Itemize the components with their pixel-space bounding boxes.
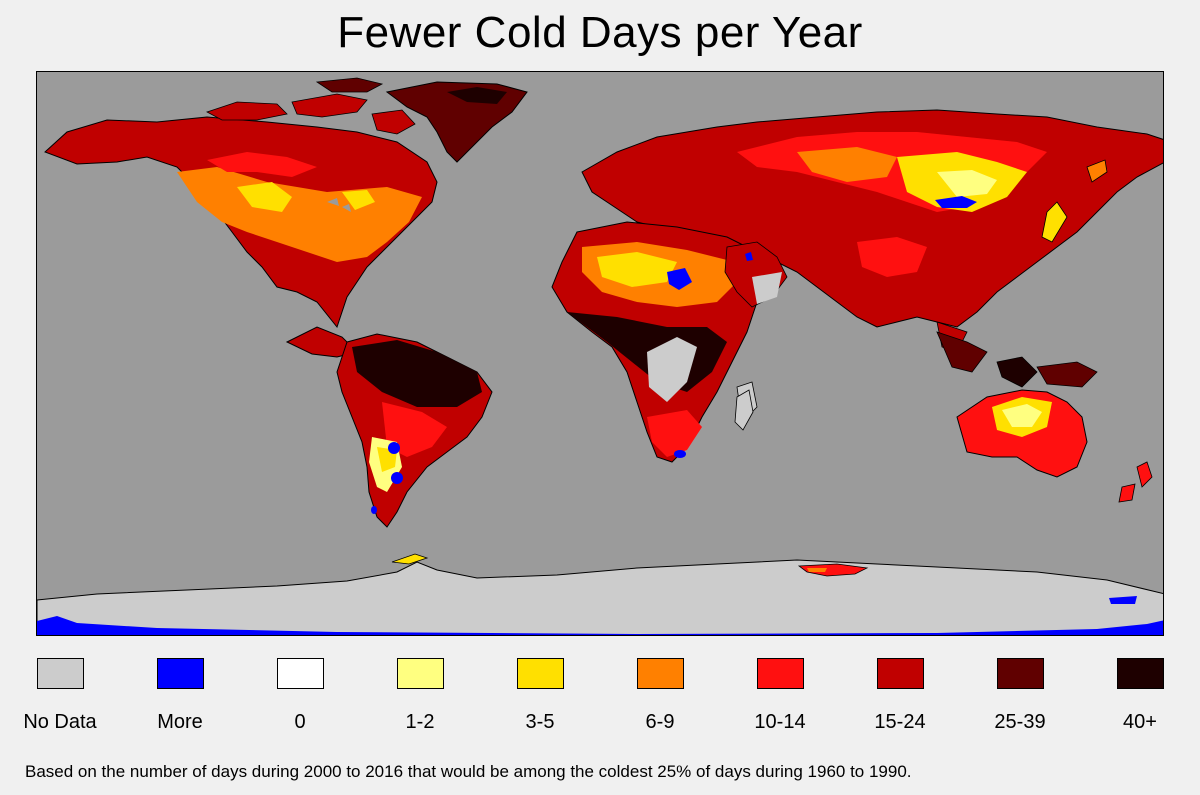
legend-label: 15-24 bbox=[874, 711, 926, 733]
legend-item: 40+ bbox=[1080, 658, 1200, 734]
legend-swatch bbox=[876, 658, 924, 689]
world-map-svg bbox=[37, 72, 1163, 635]
legend-swatch bbox=[636, 658, 684, 689]
legend-label: 10-14 bbox=[754, 711, 806, 733]
map-title: Fewer Cold Days per Year bbox=[337, 8, 863, 57]
legend-swatch bbox=[1116, 658, 1164, 689]
world-map bbox=[36, 71, 1164, 636]
legend-label: 0 bbox=[294, 711, 306, 733]
legend-item: 0 bbox=[240, 658, 360, 734]
legend-swatch bbox=[996, 658, 1044, 689]
antarctica bbox=[37, 553, 1163, 635]
south-america bbox=[336, 333, 493, 528]
legend-item: 10-14 bbox=[720, 658, 840, 734]
greenland bbox=[385, 81, 528, 163]
africa bbox=[551, 221, 768, 463]
footnote: Based on the number of days during 2000 … bbox=[25, 762, 912, 781]
legend-label: 40+ bbox=[1123, 711, 1157, 733]
legend-item: 1-2 bbox=[360, 658, 480, 734]
legend-swatch bbox=[516, 658, 564, 689]
legend-item: More bbox=[120, 658, 240, 734]
southeast-asia bbox=[936, 331, 1098, 388]
legend-swatch bbox=[756, 658, 804, 689]
legend-swatch bbox=[36, 658, 84, 689]
legend-label: More bbox=[157, 711, 203, 733]
madagascar bbox=[734, 389, 754, 431]
new-zealand bbox=[1118, 461, 1153, 503]
legend: No Data More 0 1-2 3-5 6-9 10-14 15-24 25-39 40+ bbox=[0, 658, 1200, 738]
eurasia bbox=[581, 109, 1163, 353]
legend-label: No Data bbox=[23, 711, 97, 733]
legend-item: 15-24 bbox=[840, 658, 960, 734]
legend-swatch bbox=[156, 658, 204, 689]
legend-item: 3-5 bbox=[480, 658, 600, 734]
legend-swatch bbox=[276, 658, 324, 689]
legend-item: 6-9 bbox=[600, 658, 720, 734]
legend-label: 3-5 bbox=[525, 711, 555, 733]
legend-label: 25-39 bbox=[994, 711, 1046, 733]
australia bbox=[956, 389, 1088, 478]
japan bbox=[1041, 159, 1108, 243]
legend-label: 1-2 bbox=[405, 711, 435, 733]
arctic-islands bbox=[205, 77, 416, 135]
arabian-peninsula bbox=[724, 241, 788, 308]
legend-item: 25-39 bbox=[960, 658, 1080, 734]
legend-label: 6-9 bbox=[645, 711, 675, 733]
legend-item: No Data bbox=[0, 658, 120, 734]
legend-swatch bbox=[396, 658, 444, 689]
north-america bbox=[44, 116, 438, 358]
